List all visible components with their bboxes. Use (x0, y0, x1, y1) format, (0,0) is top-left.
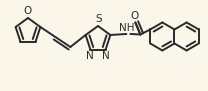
Text: S: S (95, 14, 102, 24)
Text: N: N (86, 51, 94, 61)
Text: NH: NH (119, 23, 134, 33)
Text: N: N (102, 51, 110, 61)
Text: O: O (24, 6, 32, 16)
Text: O: O (130, 11, 139, 21)
